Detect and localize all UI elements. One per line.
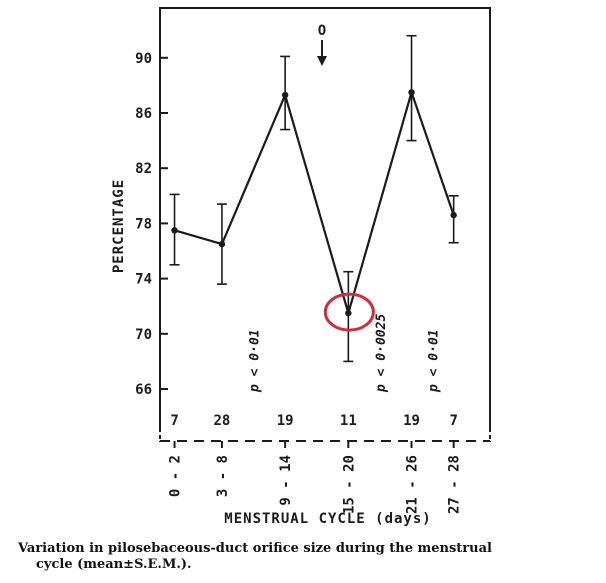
y-axis-ticks: 66 70 74 78 82 86 90: [135, 51, 168, 398]
n-label: 7: [170, 413, 178, 429]
p-value-label: p < 0·0025: [374, 314, 389, 393]
highlight-circle: [323, 292, 375, 332]
n-label: 19: [403, 413, 420, 429]
y-tick-label: 70: [135, 327, 152, 343]
ovulation-marker: O: [317, 23, 327, 66]
x-tick-label: 27 - 28: [447, 455, 463, 514]
y-tick-label: 66: [135, 382, 152, 398]
caption-line-2: cycle (mean±S.E.M.).: [36, 557, 192, 572]
figure-caption: Variation in pilosebaceous-duct orifice …: [18, 541, 598, 573]
y-tick-label: 90: [135, 51, 152, 67]
y-tick-label: 74: [135, 272, 152, 288]
n-label: 11: [340, 413, 357, 429]
p-value-label: p < 0·01: [248, 329, 263, 393]
data-point: [408, 89, 415, 96]
y-tick-label: 86: [135, 106, 152, 122]
y-tick-label: 82: [135, 161, 152, 177]
n-label: 7: [449, 413, 457, 429]
p-value-label: p < 0·01: [427, 329, 442, 393]
n-label: 28: [214, 413, 231, 429]
ovulation-arrow-head: [317, 56, 327, 66]
data-point: [281, 91, 289, 99]
data-point: [450, 211, 457, 219]
x-axis-baseline: [158, 428, 492, 443]
x-tick-label: 3 - 8: [215, 455, 231, 497]
x-tick-label: 15 - 20: [341, 455, 357, 514]
data-points: [171, 89, 457, 317]
data-point: [345, 309, 352, 317]
data-point: [171, 227, 178, 234]
data-point: [218, 240, 226, 248]
x-tick-label: 0 - 2: [168, 455, 184, 497]
x-tick-label: 9 - 14: [278, 455, 294, 506]
y-tick-label: 78: [135, 216, 152, 232]
series-line: [174, 88, 455, 318]
y-axis-label: PERCENTAGE: [111, 179, 127, 273]
n-labels: 7 28 19 11 19 7: [170, 413, 458, 429]
ovulation-label: O: [318, 23, 326, 39]
x-axis-label: MENSTRUAL CYCLE (days): [224, 511, 431, 527]
n-label: 19: [277, 413, 294, 429]
x-axis-ticks: 0 - 2 3 - 8 9 - 14 15 - 20 21 - 26 27 - 28: [168, 441, 463, 514]
caption-line-1: Variation in pilosebaceous-duct orifice …: [18, 541, 492, 556]
x-tick-label: 21 - 26: [405, 455, 421, 514]
chart-svg: 66 70 74 78 82 86 90 0 - 2 3 - 8 9 - 14 15 - 20 21…: [111, 7, 492, 527]
p-value-annotations: p < 0·01 p < 0·0025 p < 0·01: [248, 314, 442, 393]
